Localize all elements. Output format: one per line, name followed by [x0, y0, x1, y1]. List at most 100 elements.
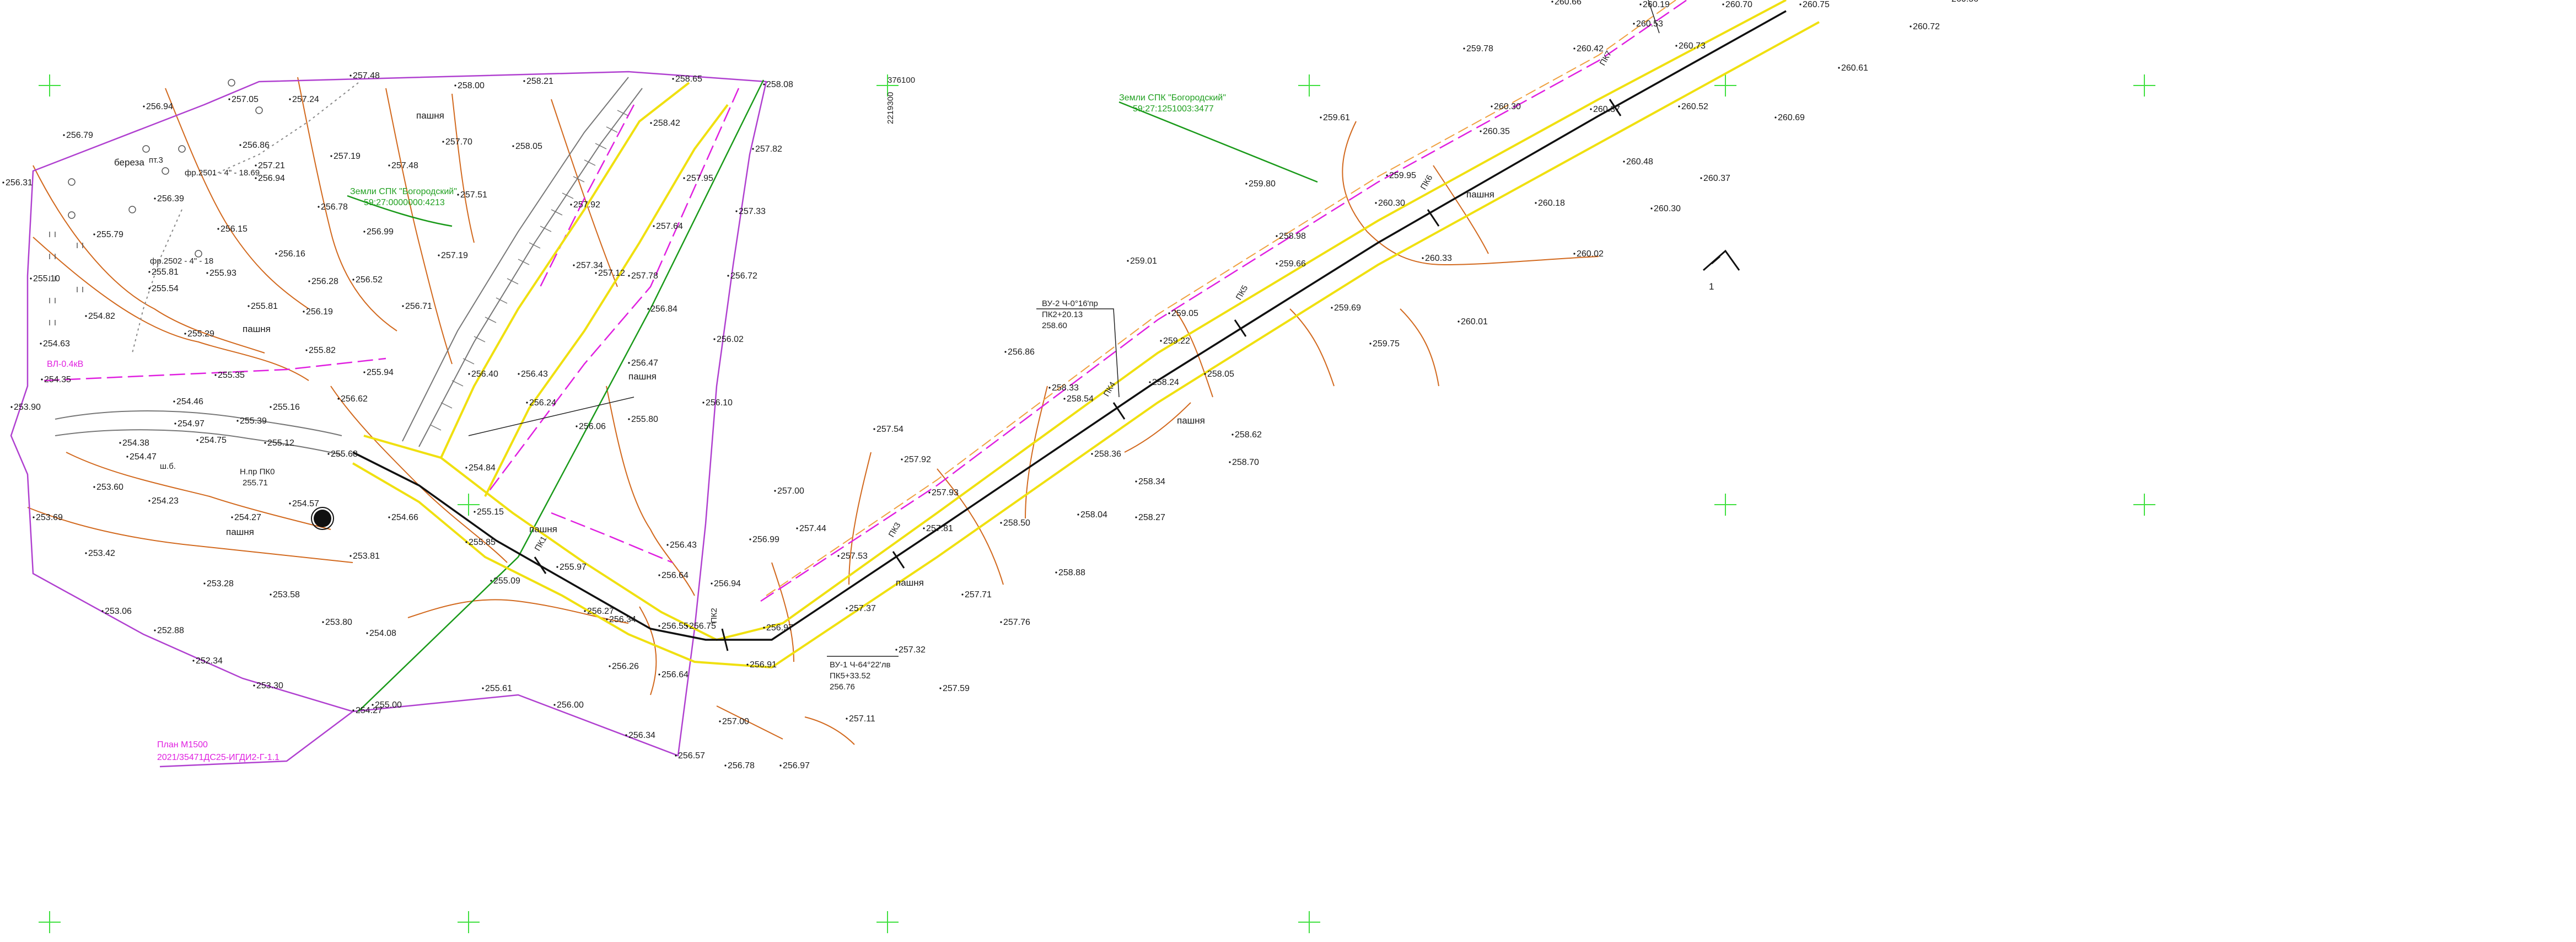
- land-use-label: пашня: [1466, 189, 1494, 200]
- spot-elevation: 257.33: [739, 207, 766, 216]
- spot-elevation: 256.62: [341, 394, 368, 404]
- spot-elevation: 260.33: [1425, 254, 1452, 263]
- spot-elevation: 255.82: [309, 346, 336, 355]
- spot-elevation-point: [1535, 202, 1537, 204]
- spot-elevation-point: [248, 305, 250, 307]
- plan-title-line1: План М1500: [157, 740, 208, 750]
- spot-elevation: 258.98: [1279, 232, 1306, 241]
- vegetation-symbols: [49, 79, 263, 325]
- spot-elevation: 260.48: [1626, 157, 1653, 167]
- spot-elevation-point: [1590, 108, 1592, 110]
- land-boundary-green: [347, 79, 1318, 712]
- spot-elevation-point: [1551, 1, 1553, 3]
- spot-elevation-point: [553, 704, 556, 706]
- spot-elevation-point: [303, 311, 305, 313]
- spot-elevation: 257.34: [576, 261, 603, 270]
- spot-elevation: 255.39: [240, 416, 267, 426]
- spot-elevation: 260.52: [1681, 102, 1708, 111]
- spot-elevation-point: [763, 83, 765, 85]
- spot-elevation-point: [372, 704, 374, 706]
- land-label-2-line1: Земли СПК "Богородский": [1119, 93, 1226, 103]
- spot-elevation-point: [85, 552, 87, 554]
- spot-elevation-point: [1091, 453, 1093, 455]
- spot-elevation: 256.16: [278, 249, 305, 259]
- spot-elevation-point: [119, 442, 121, 444]
- spot-elevation-point: [752, 148, 754, 150]
- spot-elevation: 257.53: [841, 552, 868, 561]
- spot-elevation-point: [901, 458, 903, 461]
- land-use-label: пашня: [529, 524, 557, 534]
- spot-elevation: 257.59: [943, 684, 970, 693]
- surface-label: ш.б.: [160, 462, 176, 471]
- spot-elevation: 255.00: [375, 700, 402, 710]
- spot-elevation: 258.24: [1152, 378, 1179, 387]
- spot-elevation: 256.19: [306, 307, 333, 317]
- spot-elevation-point: [650, 122, 652, 124]
- spot-elevation: 258.34: [1138, 477, 1165, 486]
- spot-elevation-point: [196, 439, 198, 441]
- spot-elevation: 256.57: [678, 751, 705, 761]
- spot-elevation: 254.38: [122, 438, 149, 448]
- station-ticks: [534, 99, 1622, 651]
- spot-elevation-point: [702, 402, 704, 404]
- spot-elevation: 256.84: [650, 304, 677, 314]
- road-axis: [352, 10, 1787, 641]
- spot-elevation: 260.42: [1577, 44, 1604, 53]
- coord-label-1: 376100: [888, 76, 915, 85]
- spot-elevation: 260.66: [1555, 0, 1582, 7]
- point-label: пт.3: [149, 156, 163, 165]
- spot-elevation: 260.73: [1679, 41, 1706, 51]
- spot-elevation-point: [573, 264, 575, 266]
- north-arrow-label: 1: [1709, 281, 1714, 292]
- spot-elevation-point: [85, 315, 87, 317]
- spot-elevation-point: [1573, 253, 1575, 255]
- spot-elevation: 256.94: [146, 102, 173, 111]
- spot-elevation-point: [363, 231, 365, 233]
- spot-elevation-point: [148, 500, 150, 502]
- spot-elevation-point: [1149, 381, 1151, 383]
- spot-elevation: 257.81: [926, 524, 953, 533]
- spot-elevation-point: [658, 625, 660, 627]
- spot-elevation-point: [2, 181, 4, 184]
- spot-elevation: 256.79: [66, 131, 93, 140]
- spot-elevation-point: [873, 428, 875, 430]
- spot-elevation-point: [1331, 307, 1333, 309]
- labels: Земли СПК "Богородский" 59:27:0000000:42…: [47, 49, 1614, 762]
- spot-elevation-point: [763, 627, 765, 629]
- spot-elevation-point: [779, 764, 782, 767]
- spot-elevation: 258.04: [1080, 510, 1107, 520]
- spot-elevation: 258.05: [1207, 370, 1234, 379]
- spot-elevation-point: [275, 253, 277, 255]
- fr-label-2: фр.2502 - 4" - 18: [150, 256, 213, 266]
- spot-elevation-point: [318, 206, 320, 208]
- spot-elevation: 257.24: [292, 95, 319, 104]
- spot-elevation-point: [658, 673, 660, 676]
- spot-elevation-point: [1276, 235, 1278, 237]
- spot-elevation: 258.36: [1094, 449, 1121, 459]
- spot-elevation-point: [388, 164, 390, 167]
- spot-elevation-point: [264, 442, 266, 444]
- spot-elevation: 257.19: [334, 152, 361, 161]
- spot-elevation: 255.54: [152, 284, 179, 293]
- spot-elevation: 256.55: [662, 622, 689, 631]
- spot-elevation-point: [1231, 433, 1234, 436]
- spot-elevation-point: [154, 197, 156, 200]
- spot-elevation-point: [465, 541, 467, 543]
- spot-elevation: 255.81: [251, 302, 278, 311]
- spot-elevation-point: [148, 287, 150, 290]
- spot-elevation: 256.75: [689, 622, 716, 631]
- spot-elevation: 258.27: [1138, 513, 1165, 522]
- spot-elevation: 257.37: [849, 604, 876, 613]
- spot-elevation-point: [174, 422, 176, 425]
- spot-elevation-point: [625, 734, 627, 736]
- spot-elevation: 256.52: [356, 275, 383, 285]
- spot-elevation-point: [1127, 260, 1129, 262]
- spot-elevation-point: [1623, 160, 1625, 163]
- spot-elevation-point: [255, 177, 257, 179]
- spot-elevation: 256.86: [243, 141, 270, 150]
- spot-elevation: 260.37: [1593, 105, 1620, 114]
- spot-elevation: 257.93: [932, 488, 959, 497]
- spot-elevation: 255.35: [218, 371, 245, 380]
- spot-elevation: 258.21: [526, 77, 553, 86]
- vertex-1-line1: ВУ-1 Ч-64°22'лв: [830, 660, 891, 670]
